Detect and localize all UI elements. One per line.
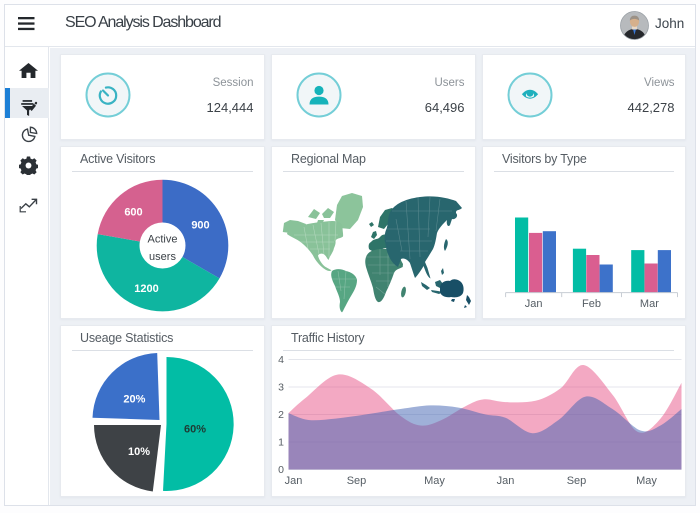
- svg-text:1200: 1200: [134, 283, 158, 295]
- svg-text:4: 4: [278, 354, 284, 366]
- svg-text:20%: 20%: [123, 394, 145, 406]
- svg-text:3: 3: [278, 382, 284, 394]
- svg-text:60%: 60%: [184, 424, 206, 436]
- svg-text:900: 900: [191, 220, 209, 232]
- svg-text:Jan: Jan: [284, 475, 302, 487]
- svg-text:0: 0: [278, 464, 284, 476]
- svg-text:1: 1: [278, 437, 284, 449]
- svg-text:May: May: [424, 475, 445, 487]
- svg-text:Sep: Sep: [566, 475, 586, 487]
- svg-text:Jan: Jan: [496, 475, 514, 487]
- svg-text:600: 600: [124, 207, 142, 219]
- svg-text:2: 2: [278, 409, 284, 421]
- svg-text:Sep: Sep: [346, 475, 366, 487]
- svg-text:10%: 10%: [128, 446, 150, 458]
- svg-text:May: May: [636, 475, 657, 487]
- svg-text:users: users: [149, 251, 176, 263]
- svg-text:Active: Active: [148, 234, 178, 246]
